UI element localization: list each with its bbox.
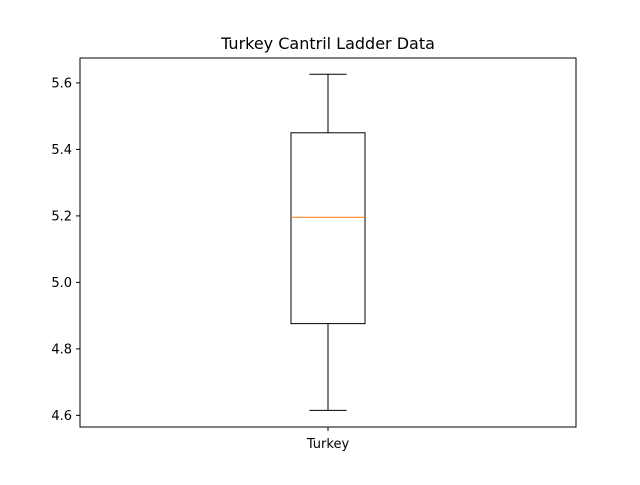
y-tick-label: 5.0 xyxy=(51,276,72,291)
x-tick-label: Turkey xyxy=(306,437,350,452)
y-tick-label: 4.8 xyxy=(51,342,72,357)
plot-area: 4.6 4.8 5.0 5.2 5.4 5.6 Turkey xyxy=(51,73,366,452)
y-tick-label: 5.4 xyxy=(51,143,72,158)
iqr-box xyxy=(290,132,366,325)
y-tick-label: 4.6 xyxy=(51,409,72,424)
y-tick-label: 5.6 xyxy=(51,76,72,91)
axes-frame xyxy=(79,57,577,428)
y-tick-label: 5.2 xyxy=(51,209,72,224)
chart-title: Turkey Cantril Ladder Data xyxy=(220,34,435,53)
